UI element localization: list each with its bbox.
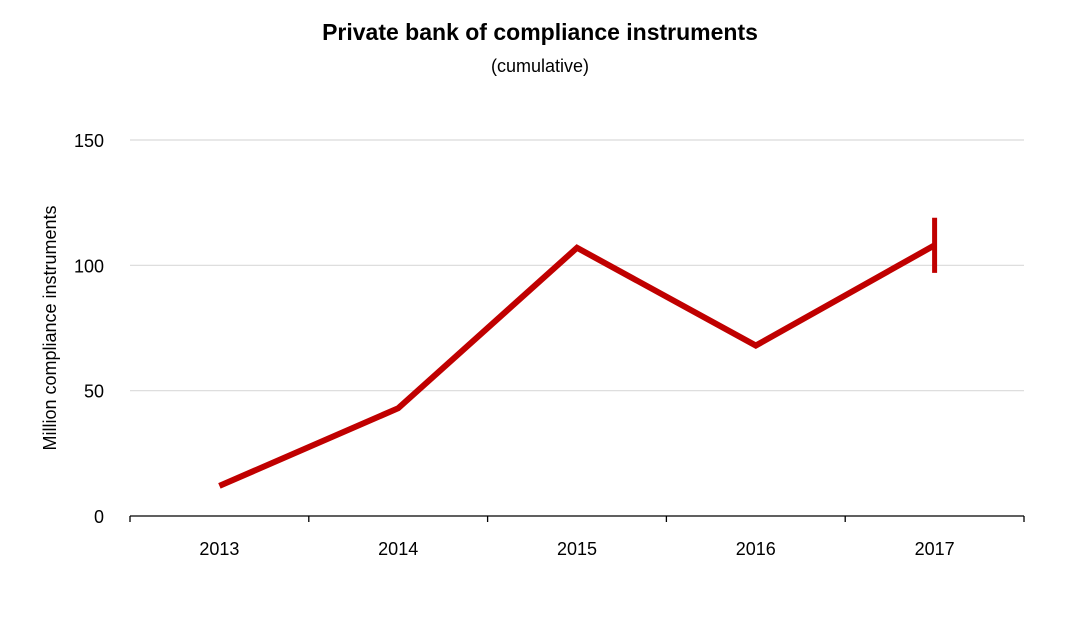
chart-title: Private bank of compliance instruments bbox=[322, 19, 758, 45]
y-axis-title: Million compliance instruments bbox=[40, 205, 60, 450]
series-line bbox=[219, 245, 934, 486]
y-tick-label: 150 bbox=[74, 131, 104, 151]
y-tick-label: 50 bbox=[84, 382, 104, 402]
y-tick-label: 100 bbox=[74, 256, 104, 276]
y-tick-label: 0 bbox=[94, 507, 104, 527]
x-tick-label: 2017 bbox=[915, 539, 955, 559]
x-tick-label: 2015 bbox=[557, 539, 597, 559]
chart-subtitle: (cumulative) bbox=[491, 56, 589, 76]
tick-labels: 0 50 100 150 2013 2014 2015 2016 2017 bbox=[74, 131, 955, 559]
x-tick-label: 2016 bbox=[736, 539, 776, 559]
x-tick-label: 2013 bbox=[199, 539, 239, 559]
gridlines bbox=[130, 140, 1024, 391]
series-layer bbox=[219, 218, 934, 486]
x-tick-label: 2014 bbox=[378, 539, 418, 559]
x-axis bbox=[130, 516, 1024, 522]
